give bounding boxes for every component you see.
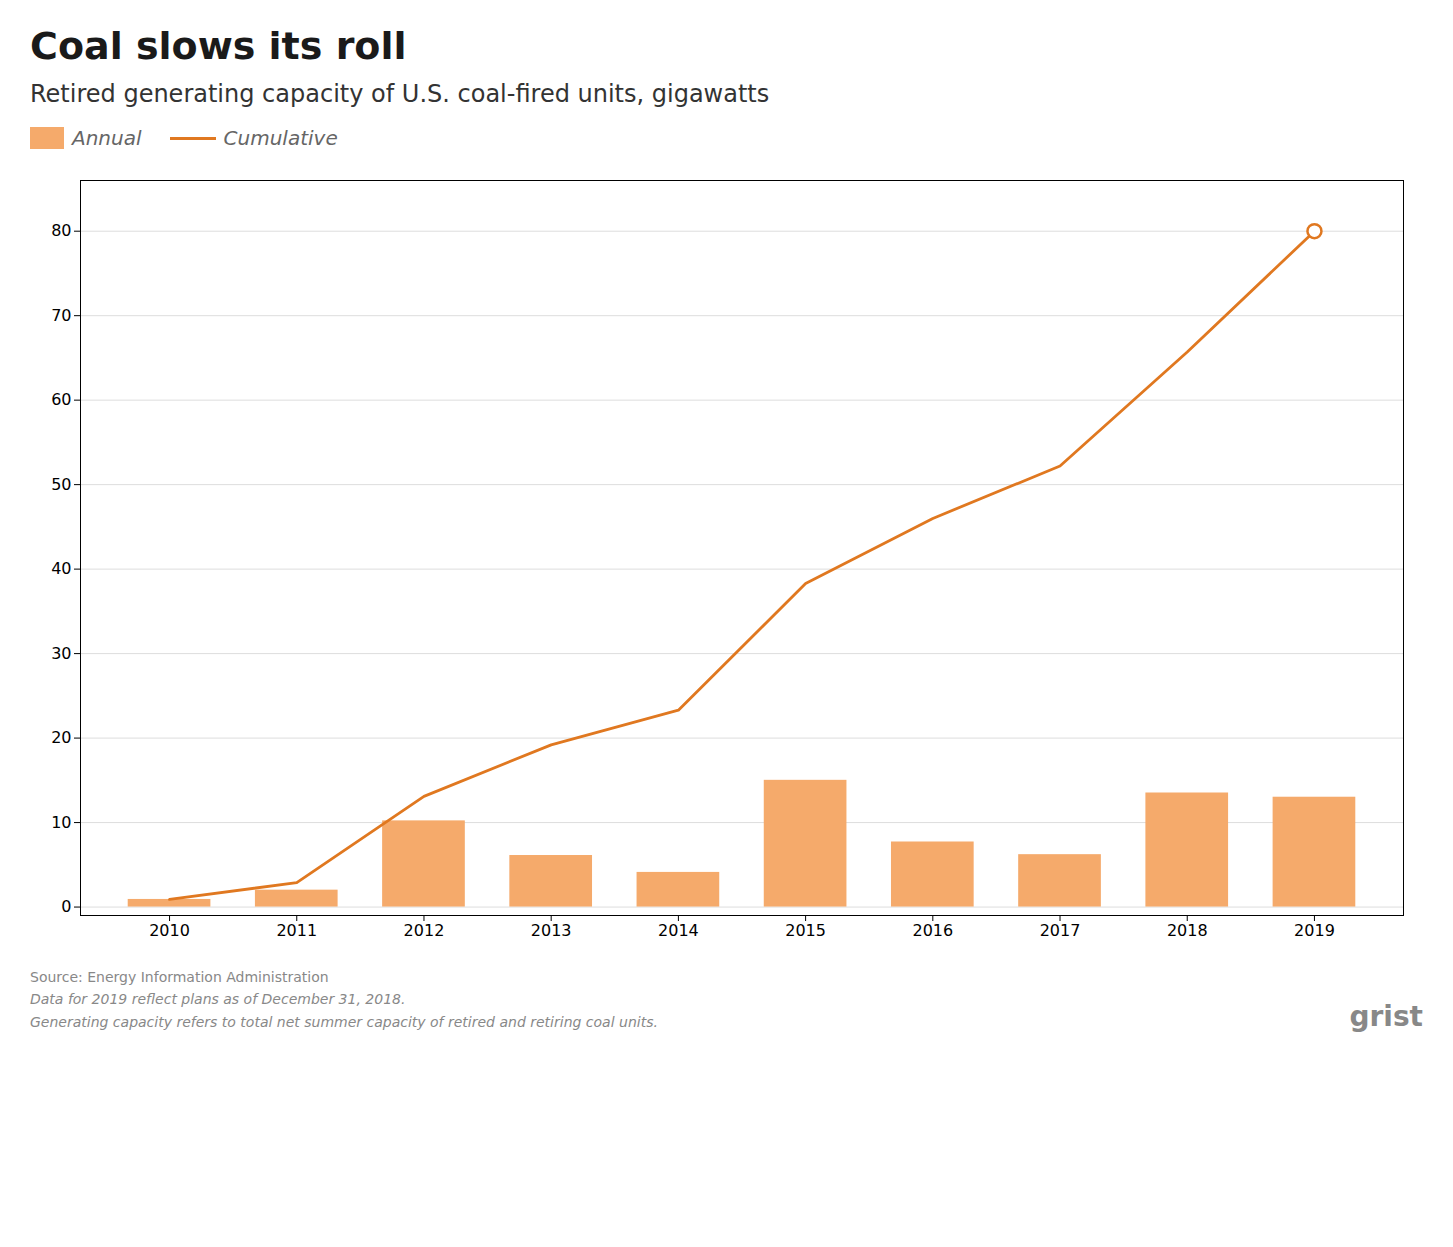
svg-text:70: 70 bbox=[51, 306, 71, 325]
html-text:grist: grist bbox=[1349, 1000, 1423, 1034]
html-text:Retired generating capacity of: Retired generating capacity of U.S. coal… bbox=[30, 80, 770, 108]
svg-text:2011: 2011 bbox=[276, 921, 317, 940]
svg-text:20: 20 bbox=[51, 728, 71, 747]
html-text:Coal slows its roll: Coal slows its roll bbox=[30, 24, 407, 68]
svg-text:2019: 2019 bbox=[1294, 921, 1335, 940]
svg-text:2012: 2012 bbox=[404, 921, 445, 940]
svg-text:60: 60 bbox=[51, 390, 71, 409]
svg-text:2017: 2017 bbox=[1040, 921, 1081, 940]
html-text:Cumulative: Cumulative bbox=[223, 126, 338, 150]
svg-text:0: 0 bbox=[61, 897, 71, 916]
html-text:Annual: Annual bbox=[72, 126, 142, 150]
svg-text:10: 10 bbox=[51, 813, 71, 832]
svg-text:80: 80 bbox=[51, 221, 71, 240]
svg-text:2014: 2014 bbox=[658, 921, 699, 940]
svg-text:2015: 2015 bbox=[785, 921, 826, 940]
svg-text:2016: 2016 bbox=[912, 921, 953, 940]
svg-text:50: 50 bbox=[51, 475, 71, 494]
svg-text:2013: 2013 bbox=[531, 921, 572, 940]
svg-text:30: 30 bbox=[51, 644, 71, 663]
svg-text:40: 40 bbox=[51, 559, 71, 578]
svg-text:2010: 2010 bbox=[149, 921, 190, 940]
html-text:Generating capacity refers to: Generating capacity refers to total net … bbox=[30, 1013, 658, 1030]
html-text:Data for 2019 reflect plans as: Data for 2019 reflect plans as of Decemb… bbox=[30, 991, 406, 1008]
svg-text:2018: 2018 bbox=[1167, 921, 1208, 940]
html-text:Source: Energy Information Adm: Source: Energy Information Administratio… bbox=[30, 969, 329, 985]
